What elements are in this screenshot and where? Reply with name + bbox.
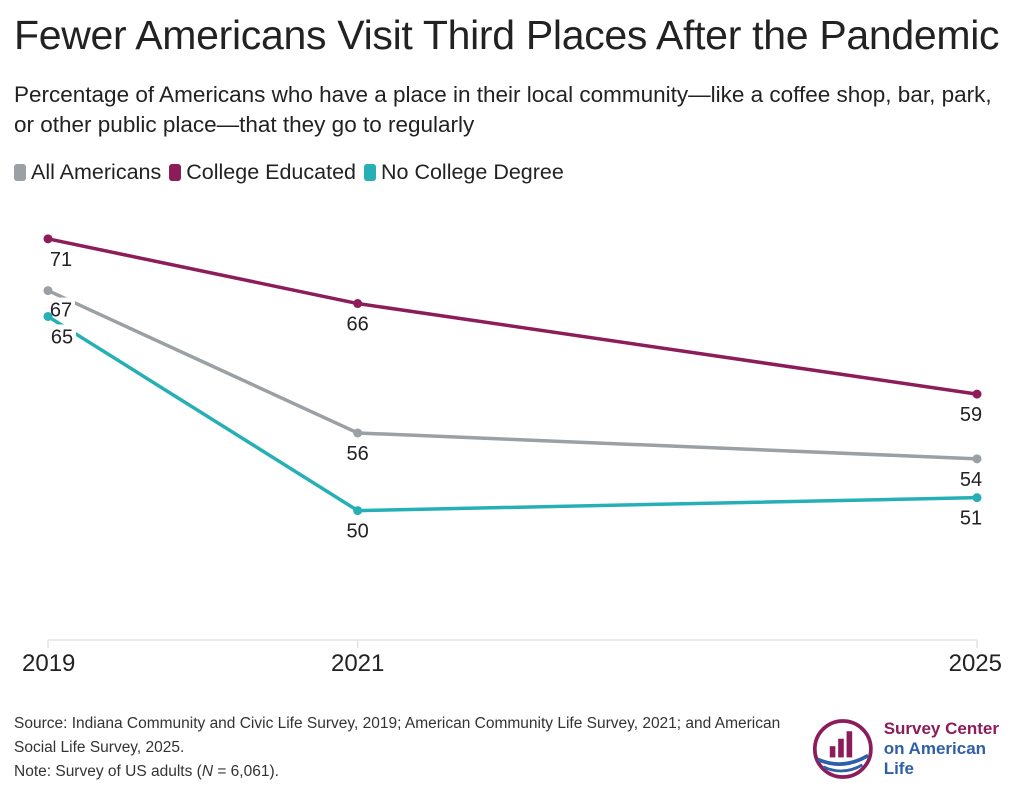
legend-label-no-college-degree: No College Degree: [380, 160, 564, 184]
data-point-all-americans-2021: [353, 428, 363, 438]
data-label-college-educated-2021: 66: [347, 314, 369, 336]
data-point-college-educated-2025: [972, 389, 982, 399]
data-label-bg-college-educated-2025: [957, 402, 985, 427]
sample-note: Note: Survey of US adults (N = 6,061).: [14, 760, 794, 784]
logo-text: Survey Center on American Life: [884, 719, 1012, 779]
data-point-all-americans-2025: [972, 454, 982, 464]
x-tick-label-2021: 2021: [331, 650, 384, 677]
logo-line-1: Survey Center: [883, 719, 999, 738]
source-line-1: Source: Indiana Community and Civic Life…: [14, 715, 781, 732]
data-label-bg-no-college-degree-2025: [957, 505, 985, 530]
data-label-bg-no-college-degree-2021: [343, 518, 372, 543]
data-label-college-educated-2025: 59: [960, 404, 982, 426]
data-point-college-educated-2021: [353, 299, 363, 309]
data-label-bg-all-americans-2025: [957, 466, 985, 491]
series-line-no-college-degree: [47, 314, 978, 513]
x-tick-label-2019: 2019: [22, 650, 75, 677]
data-point-all-americans-2019: [43, 286, 53, 296]
data-label-bg-college-educated-2021: [343, 311, 372, 336]
data-point-college-educated-2019: [43, 234, 53, 244]
data-label-no-college-degree-2025: 51: [960, 508, 982, 530]
logo-line-2: on American Life: [883, 739, 987, 778]
note-n: N: [201, 763, 214, 780]
legend-swatch-all-americans: [14, 164, 26, 181]
data-label-bg-all-americans-2021: [343, 440, 372, 465]
legend-item-college-educated: College Educated: [169, 160, 356, 185]
legend-swatch-college-educated: [169, 164, 182, 181]
chart-title: Fewer Americans Visit Third Places After…: [14, 12, 1000, 58]
data-label-no-college-degree-2021: 50: [347, 521, 369, 543]
legend-item-no-college-degree: No College Degree: [363, 160, 564, 185]
note-prefix: Note: Survey of US adults (: [14, 763, 202, 780]
data-label-bg-college-educated-2019: [47, 246, 75, 271]
legend-item-all-americans: All Americans: [14, 160, 161, 185]
data-label-all-americans-2025: 54: [960, 469, 982, 491]
x-tick-label-2025: 2025: [949, 650, 1002, 677]
data-point-no-college-degree-2019: [43, 311, 53, 321]
line-chart: 2019 2021 2025 67 56 54 65 50 51 71 66 59: [22, 234, 1002, 677]
chart-subtitle: Percentage of Americans who have a place…: [14, 82, 992, 137]
legend-label-college-educated: College Educated: [186, 160, 356, 184]
series-line-college-educated: [47, 237, 978, 396]
source-line-2: Social Life Survey, 2025.: [14, 739, 185, 756]
legend: All Americans College Educated No Colleg…: [14, 160, 572, 185]
data-label-bg-no-college-degree-2019: [48, 324, 76, 349]
survey-center-logo: Survey Center on American Life: [812, 707, 1012, 791]
data-point-no-college-degree-2025: [972, 493, 982, 503]
data-label-all-americans-2019: 67: [50, 300, 72, 322]
survey-center-logo-icon: [812, 719, 873, 779]
data-label-no-college-degree-2019: 65: [51, 326, 73, 348]
source-note: Source: Indiana Community and Civic Life…: [14, 712, 794, 784]
data-point-no-college-degree-2021: [353, 506, 363, 516]
data-label-all-americans-2021: 56: [347, 443, 369, 465]
data-label-college-educated-2019: 71: [50, 249, 72, 271]
note-suffix: = 6,061).: [213, 763, 279, 780]
legend-label-all-americans: All Americans: [31, 160, 162, 184]
legend-swatch-no-college-degree: [363, 164, 376, 181]
